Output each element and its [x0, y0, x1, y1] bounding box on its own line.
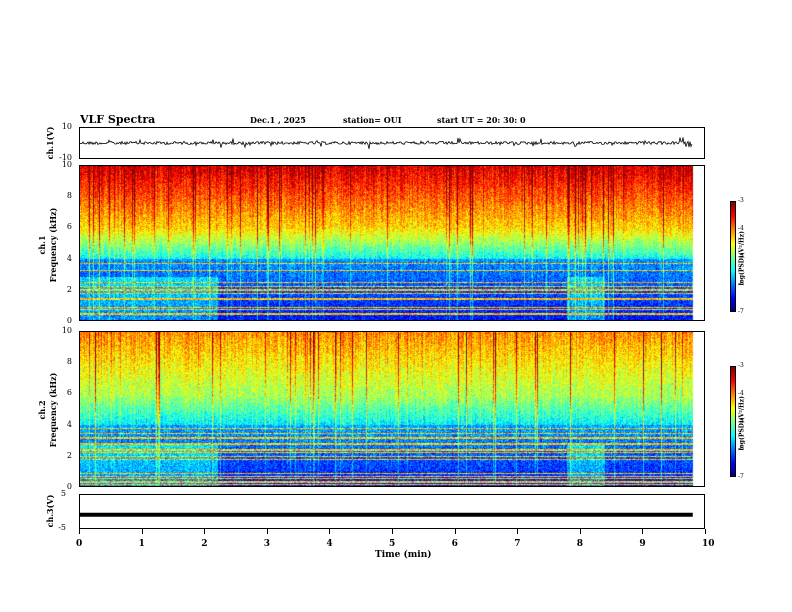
x-tick-mark — [79, 529, 80, 534]
x-tick-label: 7 — [514, 539, 520, 549]
ch2-spectrogram-panel — [79, 331, 705, 487]
ch3-ylabel: ch.3(V) — [45, 486, 55, 536]
x-tick-mark — [642, 529, 643, 534]
ch1-ytick-top: 10 — [52, 122, 72, 131]
y-tick-label: 10 — [52, 326, 72, 335]
ch1-waveform-trace — [80, 128, 704, 158]
header-station: station= OUI — [343, 115, 401, 125]
y-tick-label: 8 — [52, 357, 72, 366]
colorbar-tick-label: -3 — [738, 362, 744, 369]
x-tick-label: 1 — [139, 539, 145, 549]
x-tick-mark — [517, 529, 518, 534]
y-tick-label: 0 — [52, 316, 72, 325]
ch3-waveform-panel — [79, 494, 705, 529]
y-tick-label: 2 — [52, 451, 72, 460]
ch3-waveform-trace — [80, 495, 704, 528]
x-tick-mark — [204, 529, 205, 534]
y-tick-label: 10 — [52, 160, 72, 169]
x-tick-mark — [267, 529, 268, 534]
x-tick-mark — [142, 529, 143, 534]
y-tick-label: 2 — [52, 285, 72, 294]
y-tick-label: 8 — [52, 191, 72, 200]
x-tick-mark — [705, 529, 706, 534]
x-tick-mark — [580, 529, 581, 534]
ch2-spectrogram-ylabel: Frequency (kHz) — [48, 370, 58, 450]
x-tick-mark — [329, 529, 330, 534]
chart-title: VLF Spectra — [80, 113, 155, 126]
x-tick-mark — [392, 529, 393, 534]
x-tick-label: 0 — [76, 539, 82, 549]
ch2-colorbar-title: log(PSD)(V²/Hz) — [739, 391, 746, 451]
x-tick-mark — [455, 529, 456, 534]
ch1-waveform-line — [80, 137, 692, 149]
ch1-spectrogram-panel — [79, 165, 705, 321]
ch1-spectrogram-image — [80, 166, 704, 320]
x-tick-label: 10 — [702, 539, 715, 549]
ch1-spectrogram-channel-label: ch.1 — [37, 205, 47, 285]
ch1-colorbar-title: log(PSD)(V²/Hz) — [739, 226, 746, 286]
ch1-waveform-panel — [79, 127, 705, 159]
x-axis-label: Time (min) — [375, 550, 432, 560]
colorbar-tick-label: -7 — [738, 473, 744, 480]
ch1-spectrogram-ylabel: Frequency (kHz) — [48, 205, 58, 285]
x-tick-label: 2 — [201, 539, 207, 549]
ch2-spectrogram-channel-label: ch.2 — [37, 370, 47, 450]
ch2-colorbar — [730, 366, 736, 477]
colorbar-tick-label: -3 — [738, 197, 744, 204]
ch1-colorbar — [730, 201, 736, 312]
ch2-spectrogram-image — [80, 332, 704, 486]
header-date: Dec.1 , 2025 — [250, 115, 306, 125]
colorbar-tick-label: -7 — [738, 308, 744, 315]
header-start-time: start UT = 20: 30: 0 — [437, 115, 526, 125]
x-tick-label: 9 — [639, 539, 645, 549]
x-tick-label: 8 — [577, 539, 583, 549]
x-tick-label: 4 — [326, 539, 332, 549]
x-tick-label: 5 — [389, 539, 395, 549]
x-tick-label: 6 — [452, 539, 458, 549]
x-tick-label: 3 — [264, 539, 270, 549]
